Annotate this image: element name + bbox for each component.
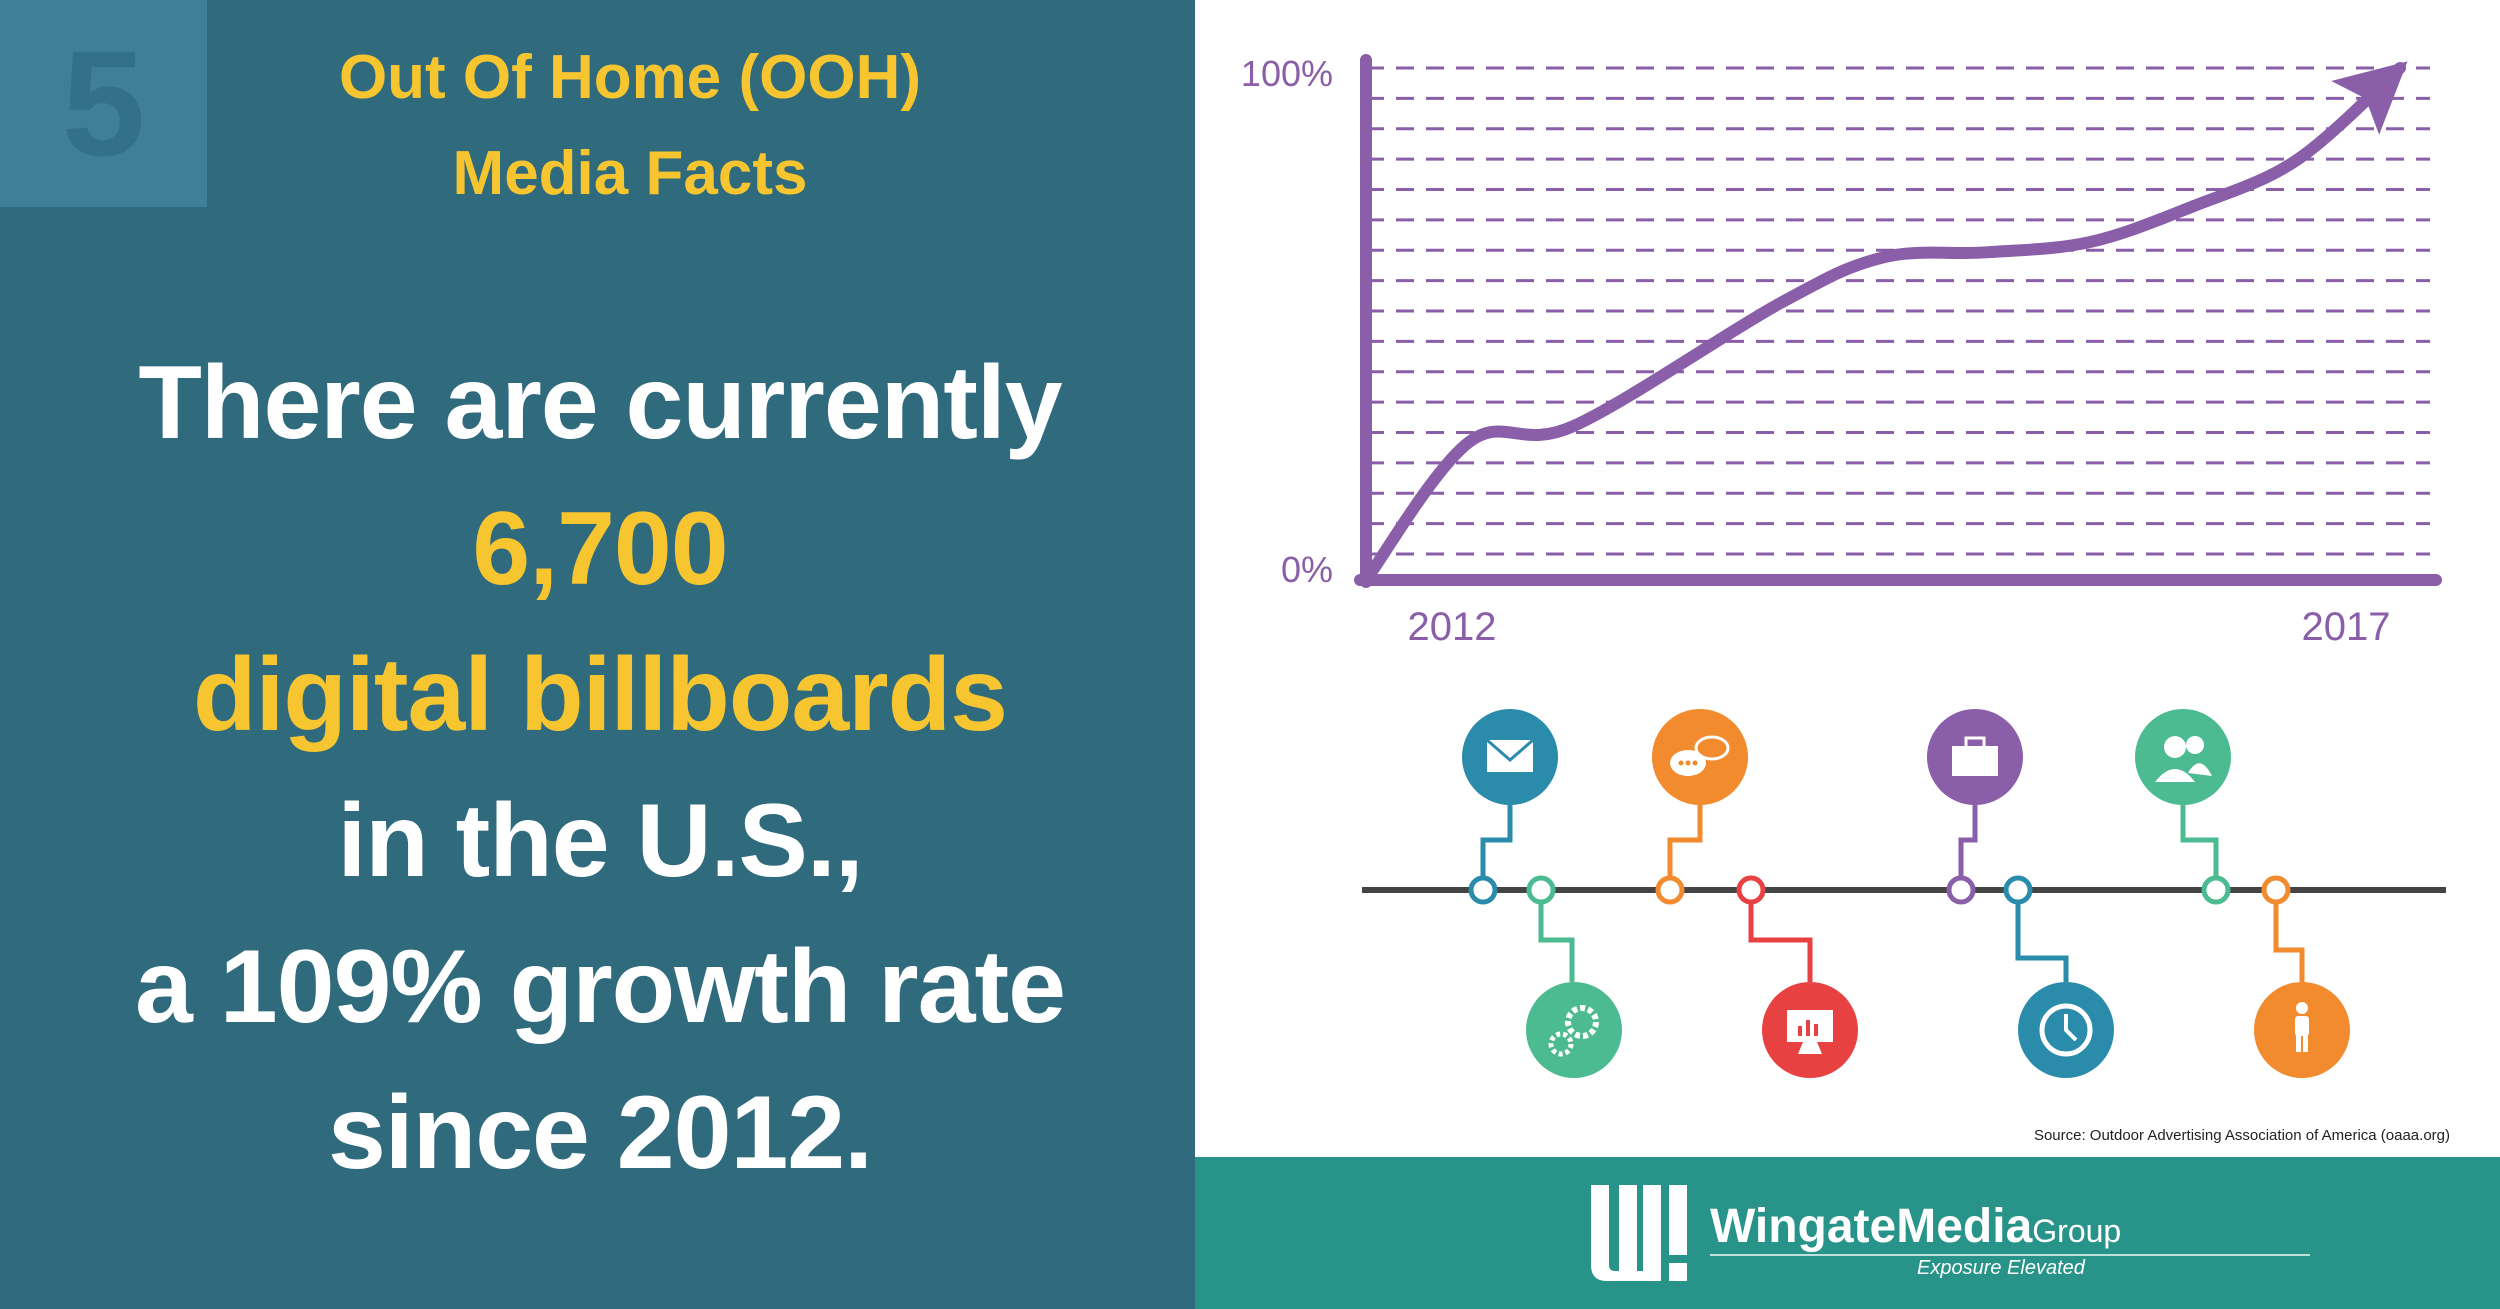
users-icon: [2155, 736, 2212, 782]
footer-bar: WingateMediaGroup Exposure Elevated: [1195, 1157, 2500, 1309]
chart-gridlines: [1366, 66, 2430, 556]
brand-name: WingateMediaGroup: [1710, 1199, 2121, 1254]
headline-line-1: Out Of Home (OOH): [338, 43, 922, 112]
headline: Out Of Home (OOH) Media Facts: [250, 30, 1010, 222]
fact-highlight-number: 6,700: [472, 491, 728, 607]
chat-bubbles-icon: [1670, 735, 1730, 776]
fact-highlight-subject: digital billboards: [192, 637, 1008, 753]
x-tick-label-left: 2012: [1408, 605, 1497, 649]
fact-number: 5: [61, 19, 146, 187]
envelope-icon: [1486, 738, 1534, 772]
brand-divider: [1710, 1254, 2310, 1256]
y-tick-label-bottom: 0%: [1281, 549, 1333, 590]
fact-text: There are currently 6,700 digital billbo…: [40, 330, 1160, 1206]
clock-icon: [2039, 1003, 2093, 1057]
fact-line-1: There are currently: [138, 345, 1062, 461]
brand-name-main: WingateMedia: [1710, 1200, 2033, 1253]
timeline-node-2: [1526, 875, 1622, 1078]
y-tick-label-top: 100%: [1241, 53, 1333, 94]
timeline-node-5: [1927, 709, 2023, 905]
source-citation: Source: Outdoor Advertising Association …: [2033, 1127, 2450, 1144]
left-panel: 5 Out Of Home (OOH) Media Facts There ar…: [0, 0, 1195, 1309]
presentation-chart-icon: [1787, 1010, 1833, 1054]
brand-name-suffix: Group: [2032, 1213, 2122, 1249]
fact-line-4: in the U.S.,: [337, 783, 863, 899]
timeline-node-1: [1462, 709, 1558, 905]
gears-icon: [1548, 1005, 1599, 1057]
fact-number-badge: 5: [0, 0, 207, 207]
timeline-node-7: [2135, 709, 2231, 905]
trend-line: [1360, 62, 2406, 586]
trend-arrow-head: [2331, 61, 2408, 135]
x-tick-label-right: 2017: [2302, 605, 2391, 649]
briefcase-icon: [1952, 736, 1998, 776]
person-icon: [2295, 1002, 2309, 1052]
brand-tagline: Exposure Elevated: [1917, 1257, 2085, 1279]
headline-line-2: Media Facts: [452, 139, 808, 208]
fact-line-5: a 109% growth rate: [135, 929, 1066, 1045]
wingate-logo-mark: [1591, 1185, 1687, 1281]
timeline-node-8: [2254, 875, 2350, 1078]
timeline-node-4: [1736, 875, 1858, 1078]
timeline-node-6: [2003, 875, 2114, 1078]
timeline-node-3: [1652, 709, 1748, 905]
fact-line-6: since 2012.: [327, 1075, 873, 1191]
